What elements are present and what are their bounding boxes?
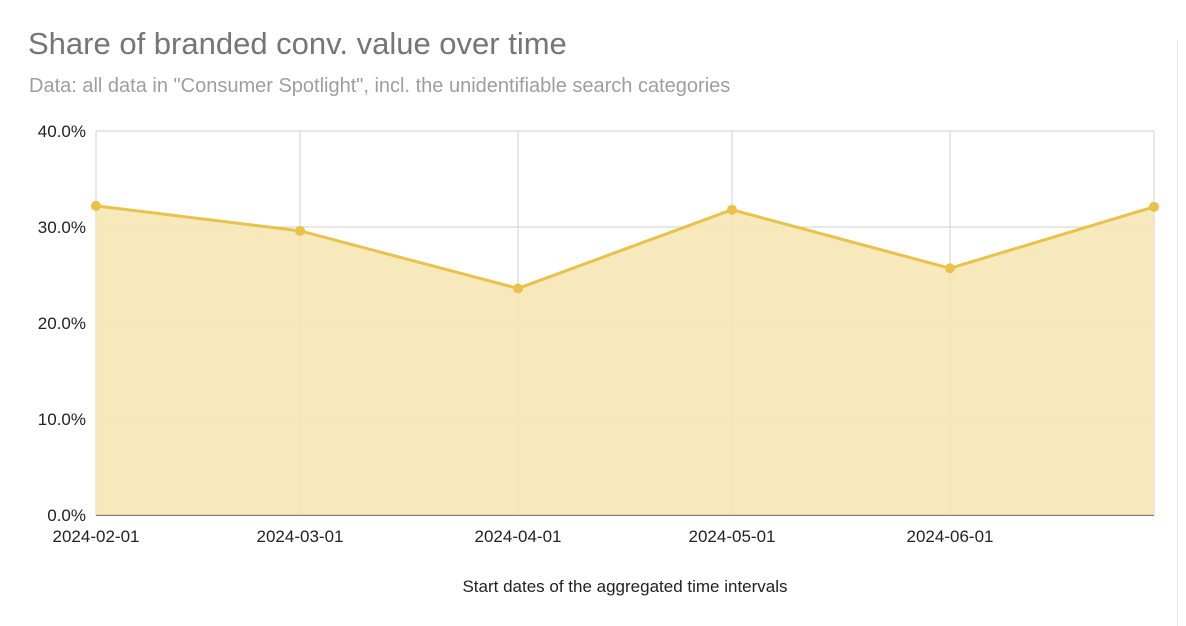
x-axis-label: Start dates of the aggregated time inter… — [462, 577, 787, 596]
y-tick-label: 10.0% — [38, 410, 86, 429]
data-point — [727, 204, 737, 215]
y-tick-label: 20.0% — [38, 314, 86, 333]
series-points — [91, 200, 1159, 294]
panel-right-border — [1177, 40, 1186, 626]
x-tick-label: 2024-03-01 — [257, 527, 344, 546]
chart-title: Share of branded conv. value over time — [28, 26, 567, 61]
x-axis-ticks: 2024-02-01 2024-03-01 2024-04-01 2024-05-01… — [53, 527, 994, 546]
x-tick-label: 2024-02-01 — [53, 527, 140, 546]
x-tick-label: 2024-04-01 — [475, 527, 562, 546]
data-point — [945, 263, 955, 274]
series-area — [96, 205, 1154, 515]
y-axis-ticks: 0.0% 10.0% 20.0% 30.0% 40.0% — [38, 122, 86, 525]
y-tick-label: 40.0% — [38, 122, 86, 141]
data-point — [1149, 201, 1159, 212]
data-point — [513, 283, 523, 294]
data-point — [295, 225, 305, 236]
y-tick-label: 30.0% — [38, 218, 86, 237]
data-point — [91, 200, 101, 211]
x-tick-label: 2024-05-01 — [689, 527, 776, 546]
series-line — [95, 204, 1155, 291]
y-tick-label: 0.0% — [47, 506, 86, 525]
x-tick-label: 2024-06-01 — [907, 527, 994, 546]
chart-subtitle: Data: all data in "Consumer Spotlight", … — [29, 75, 731, 97]
